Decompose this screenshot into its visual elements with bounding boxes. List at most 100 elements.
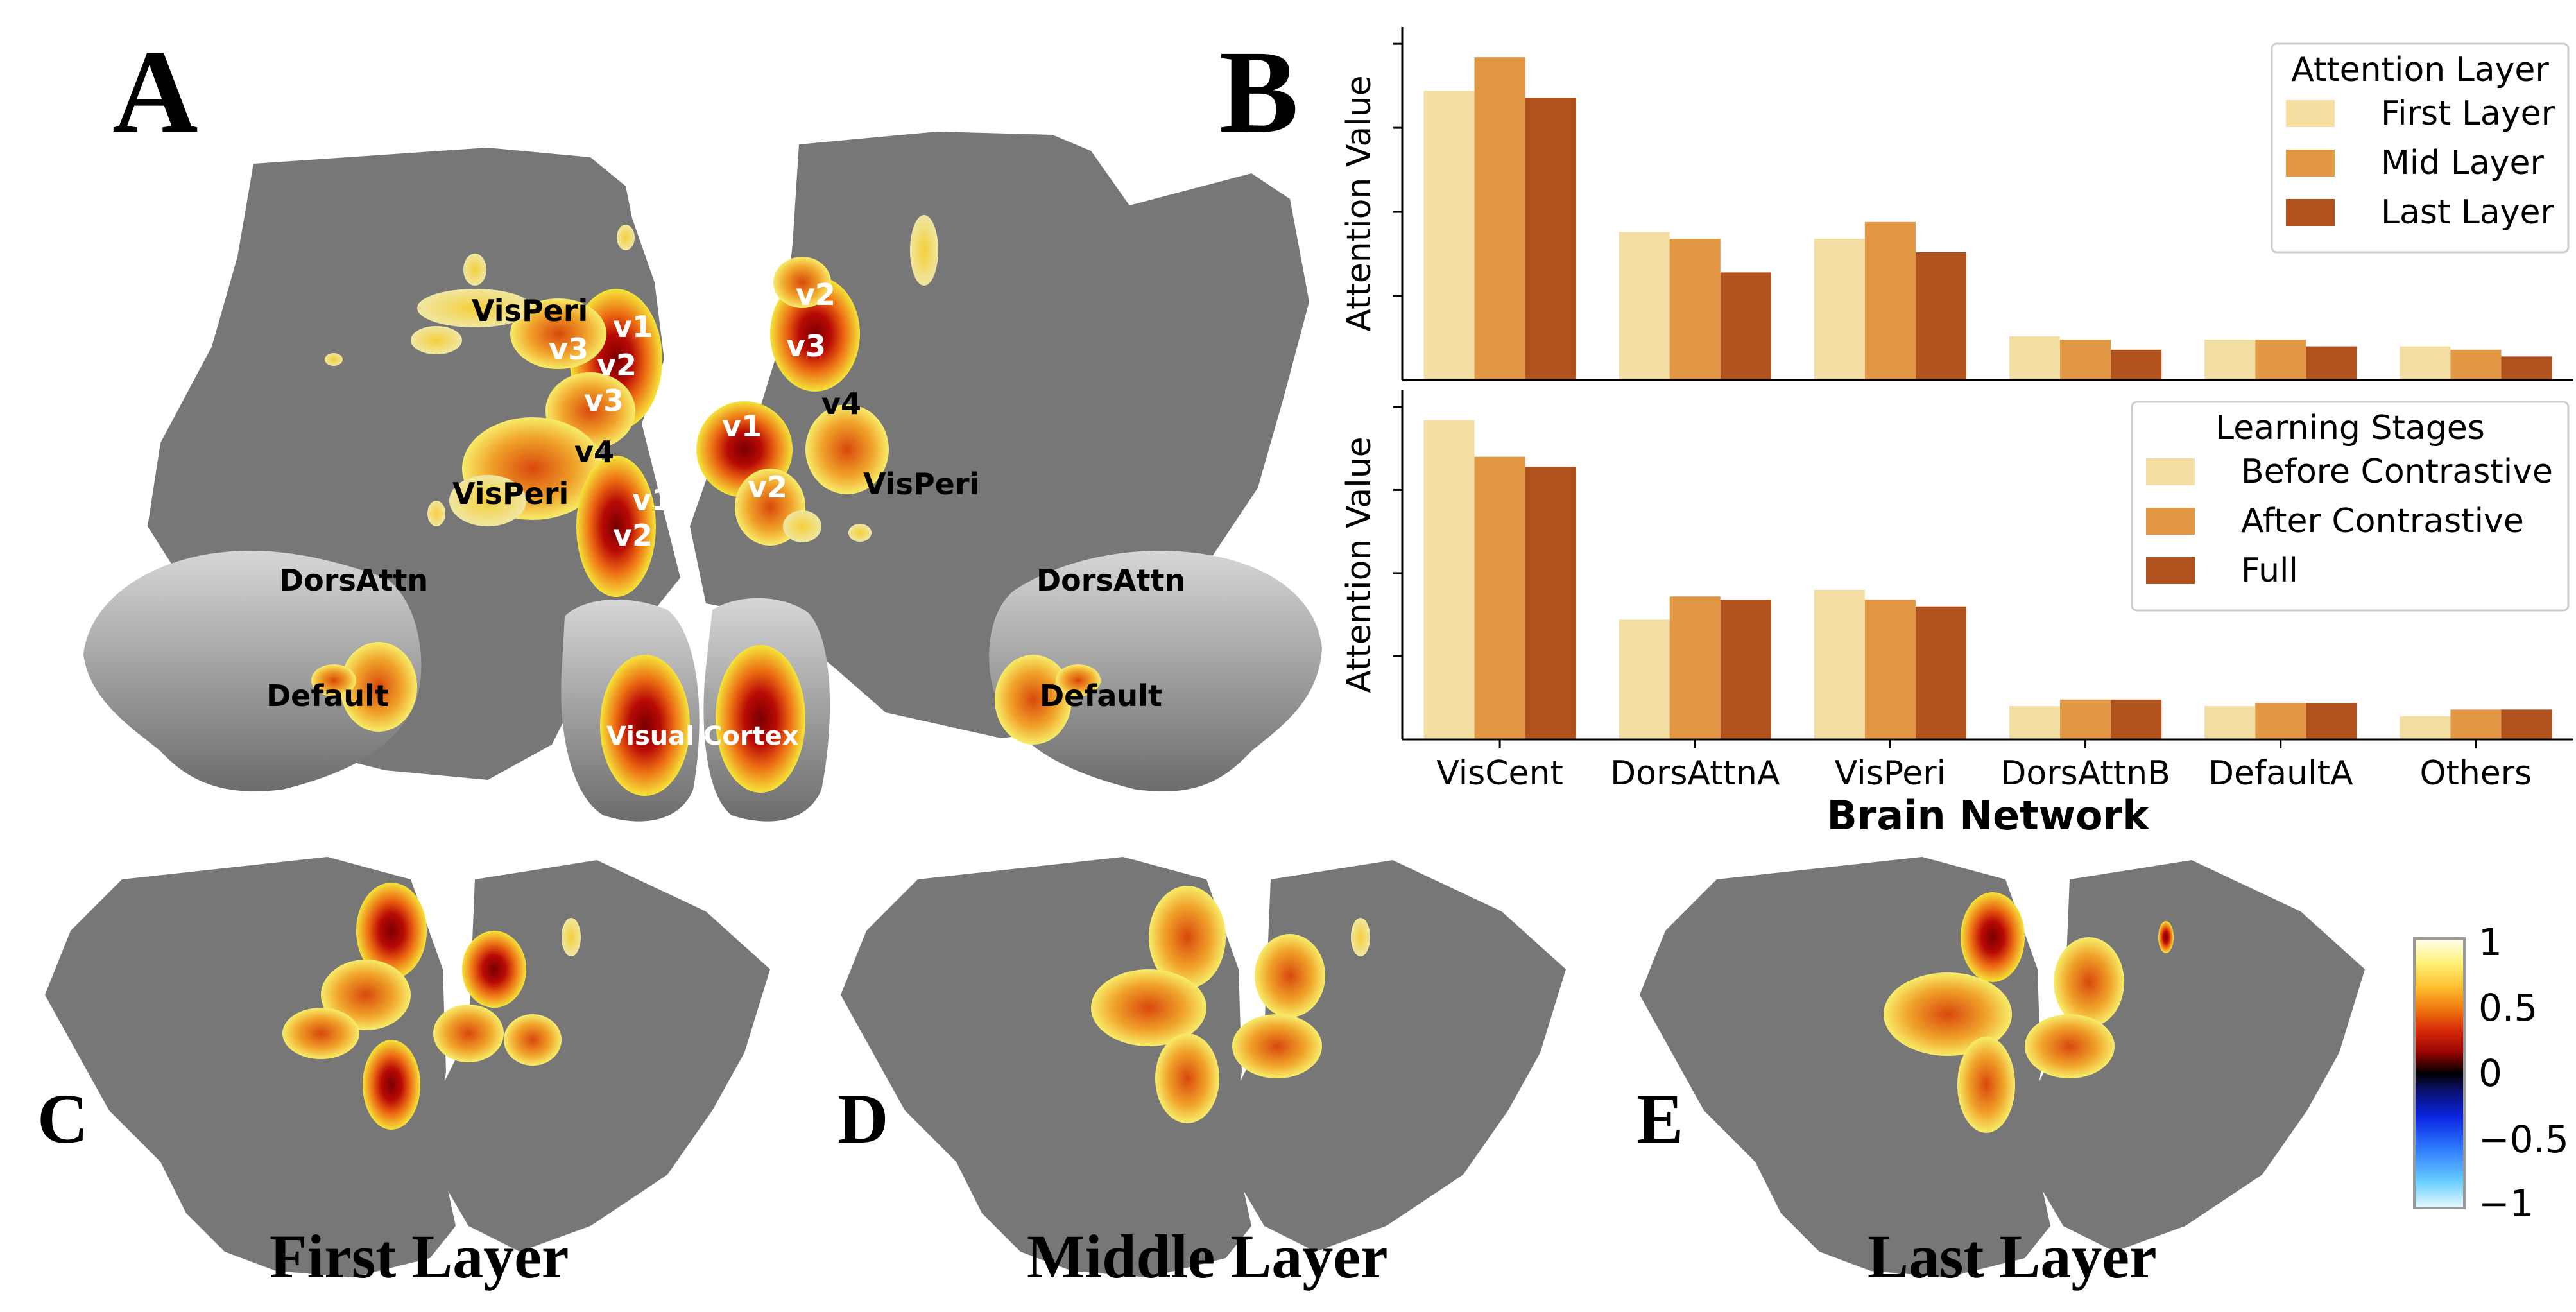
x-tick-label-dorsattna: DorsAttnA: [1610, 754, 1780, 793]
label-dorsattn-left: DorsAttn: [279, 563, 428, 598]
label-v3-left-lower: v3: [584, 383, 624, 418]
bar-last-layer-dorsattnb: [2111, 349, 2162, 380]
label-v3-left-upper: v3: [549, 332, 588, 367]
panel-letter-d: D: [837, 1080, 888, 1158]
bar-mid-layer-viscent: [1474, 57, 1525, 381]
label-v3-right: v3: [786, 329, 826, 363]
bar-after-contrastive-defaulta: [2255, 703, 2306, 739]
panel-b: B Attention Value Attention Layer First La…: [1219, 26, 2573, 839]
x-tick-label-others: Others: [2420, 754, 2532, 793]
bar-mid-layer-dorsattna: [1669, 239, 1721, 380]
bar-mid-layer-others: [2450, 349, 2502, 380]
legend-swatch-after-contrastive: [2146, 508, 2195, 535]
x-tick-label-visperi: VisPeri: [1835, 754, 1946, 793]
layer-title-middle: Middle Layer: [1027, 1222, 1388, 1291]
legend-label-last-layer: Last Layer: [2381, 193, 2554, 232]
label-default-left: Default: [266, 678, 389, 713]
bar-after-contrastive-visperi: [1864, 600, 1916, 739]
bar-full-dorsattna: [1720, 600, 1771, 739]
bar-last-layer-dorsattna: [1720, 272, 1771, 380]
bar-full-defaulta: [2306, 703, 2357, 739]
label-v1-left-lower: v1: [632, 483, 672, 517]
bar-mid-layer-defaulta: [2255, 340, 2306, 380]
legend-label-before-contrastive: Before Contrastive: [2241, 453, 2553, 491]
colorbar-tick-1: 1: [2478, 920, 2502, 964]
bar-before-contrastive-visperi: [1814, 589, 1865, 739]
label-visual-cortex: Visual Cortex: [606, 721, 799, 751]
bar-full-visperi: [1915, 606, 1967, 739]
inflated-brain-right: [989, 551, 1322, 791]
bar-before-contrastive-dorsattna: [1619, 619, 1670, 739]
chart-attention-layer: Attention Value Attention Layer First Laye…: [1340, 27, 2573, 381]
label-default-right: Default: [1040, 678, 1162, 713]
x-axis-label: Brain Network: [1827, 792, 2151, 839]
y-axis-label: Attention Value: [1340, 75, 1378, 331]
bar-first-layer-defaulta: [2204, 340, 2256, 380]
inflated-brain-left: [83, 551, 422, 791]
colorbar-tick-neg1: −1: [2478, 1182, 2534, 1225]
colorbar-tick-neg0.5: −0.5: [2478, 1118, 2569, 1161]
x-tick-label-dorsattnb: DorsAttnB: [2000, 754, 2170, 793]
legend-box: [2131, 401, 2570, 612]
panel-a: A: [83, 26, 1322, 822]
chart-learning-stages: Attention Value VisCent DorsAttnA VisPeri Do…: [1340, 390, 2573, 839]
bar-first-layer-others: [2400, 346, 2451, 380]
bar-after-contrastive-dorsattnb: [2060, 699, 2111, 739]
layer-title-first: First Layer: [270, 1222, 569, 1291]
label-visperi-upper: VisPeri: [472, 293, 588, 328]
panel-e: E Last Layer: [1636, 857, 2365, 1291]
bar-mid-layer-visperi: [1864, 221, 1916, 380]
panel-letter-e: E: [1636, 1080, 1683, 1158]
legend-label-first-layer: First Layer: [2381, 94, 2555, 133]
bar-before-contrastive-viscent: [1423, 420, 1475, 739]
colorbar-gradient: [2413, 937, 2466, 1209]
legend-title: Learning Stages: [2215, 409, 2485, 447]
panel-letter-b: B: [1219, 26, 1298, 158]
label-visperi-lower-left: VisPeri: [452, 476, 569, 511]
legend-swatch-full: [2146, 557, 2195, 584]
bar-first-layer-viscent: [1423, 91, 1475, 380]
label-v4-right: v4: [821, 386, 861, 421]
flatmap-d-left: [841, 857, 1251, 1277]
x-tick-label-defaulta: DefaultA: [2208, 754, 2353, 793]
label-v2-right-lower: v2: [748, 470, 787, 505]
panel-d: D Middle Layer: [837, 857, 1566, 1291]
bar-first-layer-dorsattna: [1619, 232, 1670, 380]
bar-after-contrastive-viscent: [1474, 456, 1525, 739]
colorbar-tick-0.5: 0.5: [2478, 986, 2537, 1030]
bar-before-contrastive-defaulta: [2204, 706, 2256, 739]
legend-label-mid-layer: Mid Layer: [2381, 144, 2544, 182]
x-tick-label-viscent: VisCent: [1436, 754, 1563, 793]
label-dorsattn-right: DorsAttn: [1036, 563, 1185, 598]
label-v1-right: v1: [722, 409, 762, 444]
bar-after-contrastive-dorsattna: [1669, 596, 1721, 739]
legend-swatch-last-layer: [2286, 199, 2335, 226]
activation-right: [696, 215, 938, 546]
flatmap-e-left: [1640, 857, 2050, 1277]
colorbar: 1 0.5 0 −0.5 −1: [2413, 920, 2569, 1225]
legend-box: [2271, 42, 2570, 254]
panel-letter-a: A: [112, 26, 198, 158]
label-visperi-right: VisPeri: [863, 467, 979, 501]
bar-before-contrastive-others: [2400, 716, 2451, 739]
bar-before-contrastive-dorsattnb: [2009, 706, 2061, 739]
legend-swatch-first-layer: [2286, 100, 2335, 127]
y-axis-label: Attention Value: [1340, 436, 1378, 693]
bar-mid-layer-dorsattnb: [2060, 340, 2111, 380]
bar-after-contrastive-others: [2450, 709, 2502, 739]
layer-title-last: Last Layer: [1868, 1222, 2157, 1291]
bar-full-viscent: [1525, 467, 1576, 739]
bar-last-layer-defaulta: [2306, 346, 2357, 380]
activation-left: [325, 225, 662, 597]
legend-swatch-before-contrastive: [2146, 458, 2195, 485]
colorbar-tick-0: 0: [2478, 1051, 2502, 1095]
bar-full-others: [2501, 709, 2552, 739]
label-v2-left-lower: v2: [613, 518, 653, 553]
label-v1-left: v1: [613, 309, 653, 344]
label-v4-left: v4: [574, 435, 614, 469]
legend-title: Attention Layer: [2291, 51, 2549, 89]
bar-last-layer-visperi: [1915, 252, 1967, 380]
label-v2-left-upper: v2: [597, 348, 637, 383]
legend-label-after-contrastive: After Contrastive: [2241, 502, 2524, 540]
bar-first-layer-dorsattnb: [2009, 336, 2061, 380]
